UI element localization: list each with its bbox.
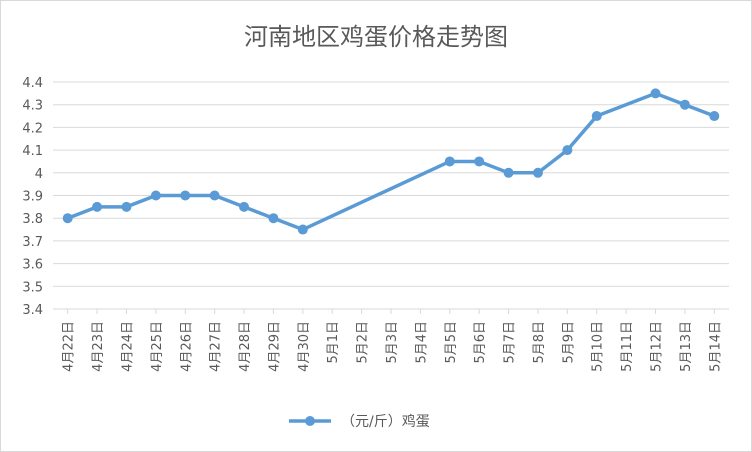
- y-tick-label: 3.9: [22, 190, 43, 205]
- y-tick-label: 3.5: [22, 280, 43, 295]
- data-point: [591, 111, 602, 122]
- x-tick-label: 5月5日: [444, 321, 459, 364]
- x-tick-label: 4月29日: [267, 321, 282, 372]
- x-axis-ticks: 4月22日 4月23日 4月24日 4月25日 4月26日 4月27日 4月28日 4月29日…: [62, 309, 723, 372]
- legend-point-marker: [305, 416, 315, 426]
- x-tick-label: 5月12日: [650, 321, 665, 372]
- x-tick-label: 5月14日: [708, 321, 723, 372]
- x-tick-label: 4月24日: [120, 321, 135, 372]
- x-tick-label: 5月3日: [385, 321, 400, 364]
- y-tick-label: 4.4: [22, 76, 43, 91]
- x-tick-label: 5月9日: [561, 321, 576, 364]
- x-tick-label: 5月11日: [620, 321, 635, 372]
- chart-title: 河南地区鸡蛋价格走势图: [244, 23, 508, 51]
- data-point: [268, 213, 279, 224]
- data-point: [180, 190, 191, 201]
- data-point: [709, 111, 720, 122]
- x-tick-label: 5月2日: [356, 321, 371, 364]
- data-point: [562, 145, 573, 156]
- data-point: [679, 99, 690, 110]
- y-tick-label: 4.3: [22, 99, 43, 114]
- data-point: [532, 167, 543, 178]
- data-point: [650, 88, 661, 99]
- series-line: [67, 91, 715, 232]
- data-point: [209, 190, 220, 201]
- data-point: [62, 213, 73, 224]
- x-tick-label: 4月25日: [150, 321, 165, 372]
- x-tick-label: 4月27日: [209, 321, 224, 372]
- series-layer: [62, 88, 720, 235]
- data-point: [239, 201, 250, 212]
- x-tick-label: 5月7日: [503, 321, 518, 364]
- data-point: [503, 167, 514, 178]
- data-point: [150, 190, 161, 201]
- data-point: [121, 201, 132, 212]
- x-tick-label: 4月30日: [297, 321, 312, 372]
- y-axis-ticks: 3.4 3.5 3.6 3.7 3.8 3.9 4 4.1 4.2 4.3 4.4: [22, 76, 43, 318]
- data-point: [92, 201, 103, 212]
- x-tick-label: 5月10日: [591, 321, 606, 372]
- y-tick-label: 4.2: [22, 121, 43, 136]
- legend-series-label: （元/斤）鸡蛋: [341, 413, 430, 430]
- y-tick-label: 3.4: [22, 303, 43, 318]
- x-tick-label: 5月8日: [532, 321, 547, 364]
- x-tick-label: 5月4日: [414, 321, 429, 364]
- x-tick-label: 5月1日: [326, 321, 341, 364]
- y-tick-label: 3.8: [22, 212, 43, 227]
- x-tick-label: 4月22日: [62, 321, 77, 372]
- y-tick-label: 4.1: [22, 144, 43, 159]
- data-point: [297, 224, 308, 235]
- y-tick-label: 3.7: [22, 235, 43, 250]
- x-tick-label: 4月28日: [238, 321, 253, 372]
- y-tick-label: 3.6: [22, 258, 43, 273]
- x-tick-label: 4月26日: [179, 321, 194, 372]
- x-tick-label: 5月13日: [679, 321, 694, 372]
- x-tick-label: 5月6日: [473, 321, 488, 364]
- data-point: [474, 156, 485, 167]
- y-tick-label: 4: [35, 167, 43, 182]
- data-point: [444, 156, 455, 167]
- x-tick-label: 4月23日: [91, 321, 106, 372]
- legend: （元/斤）鸡蛋: [289, 413, 430, 430]
